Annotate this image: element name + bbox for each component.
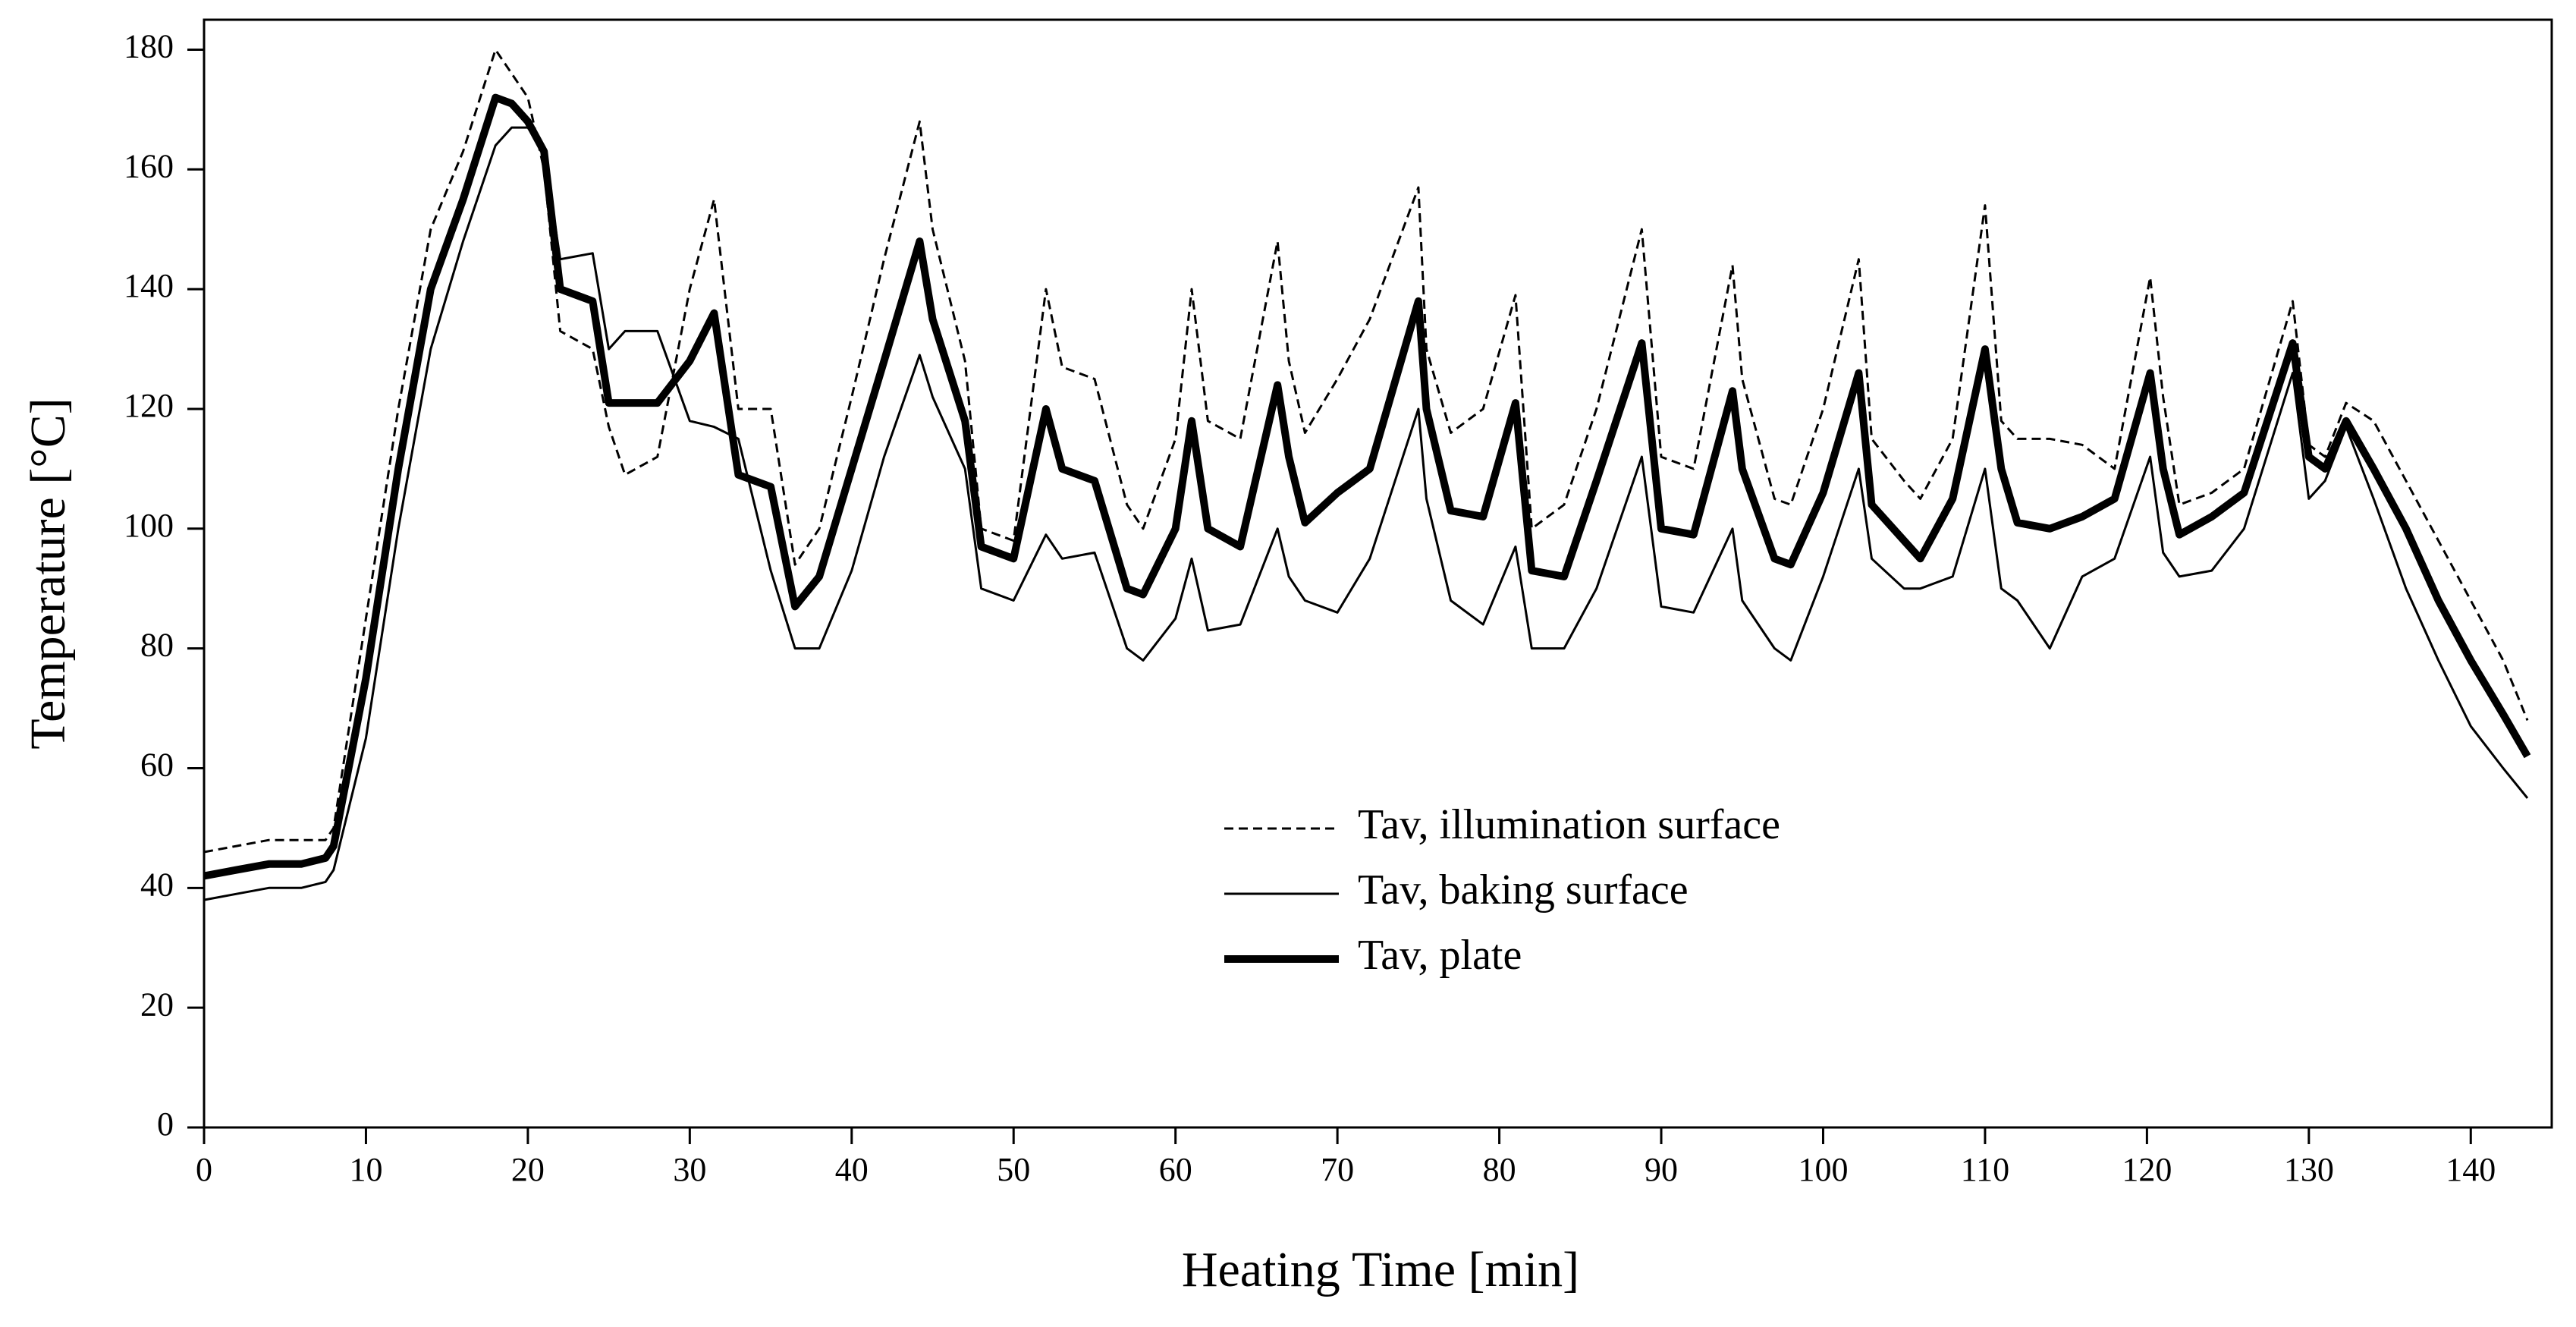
x-tick-label: 70 bbox=[1321, 1151, 1354, 1188]
y-tick-label: 40 bbox=[140, 866, 174, 903]
x-tick-label: 130 bbox=[2284, 1151, 2334, 1188]
x-tick-label: 50 bbox=[997, 1151, 1030, 1188]
legend-label: Tav, baking surface bbox=[1358, 866, 1689, 913]
x-tick-label: 10 bbox=[349, 1151, 382, 1188]
x-tick-label: 90 bbox=[1645, 1151, 1678, 1188]
x-tick-label: 20 bbox=[511, 1151, 545, 1188]
y-tick-label: 180 bbox=[124, 28, 174, 65]
y-tick-label: 80 bbox=[140, 627, 174, 664]
x-tick-label: 120 bbox=[2122, 1151, 2172, 1188]
y-axis-label: Temperature [°C] bbox=[20, 398, 76, 749]
plot-frame bbox=[203, 18, 2553, 1129]
x-axis-label: Heating Time [min] bbox=[1182, 1242, 1579, 1297]
y-tick-label: 20 bbox=[140, 986, 174, 1023]
legend-label: Tav, illumination surface bbox=[1358, 801, 1780, 848]
x-tick-label: 60 bbox=[1159, 1151, 1192, 1188]
x-tick-label: 0 bbox=[196, 1151, 212, 1188]
x-tick-label: 110 bbox=[1961, 1151, 2009, 1188]
series-line bbox=[203, 126, 2529, 901]
series-line bbox=[203, 49, 2529, 854]
legend-label: Tav, plate bbox=[1358, 932, 1522, 979]
x-tick-label: 40 bbox=[835, 1151, 869, 1188]
y-tick-label: 160 bbox=[124, 147, 174, 184]
x-tick-label: 80 bbox=[1483, 1151, 1516, 1188]
x-tick-label: 140 bbox=[2446, 1151, 2496, 1188]
y-tick-label: 140 bbox=[124, 267, 174, 304]
x-tick-label: 30 bbox=[673, 1151, 706, 1188]
y-tick-label: 120 bbox=[124, 387, 174, 424]
x-tick-label: 100 bbox=[1798, 1151, 1848, 1188]
y-tick-label: 60 bbox=[140, 747, 174, 784]
y-tick-label: 0 bbox=[157, 1105, 174, 1143]
y-tick-label: 100 bbox=[124, 507, 174, 544]
series-line bbox=[203, 93, 2531, 880]
